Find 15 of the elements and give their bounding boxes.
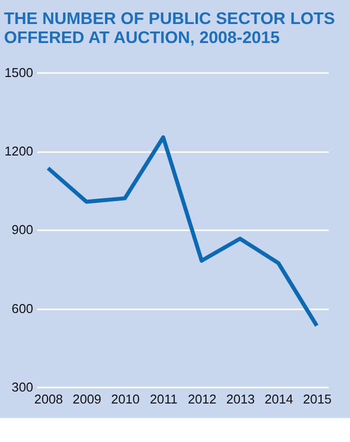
line-series — [46, 135, 319, 328]
x-tick-label: 2012 — [188, 391, 216, 406]
chart-title: THE NUMBER OF PUBLIC SECTOR LOTS OFFERED AT AUCTION, 2008-2015 — [4, 9, 336, 47]
y-tick-label: 1500 — [4, 65, 34, 80]
y-tick-label: 600 — [12, 300, 34, 316]
y-tick-label: 300 — [12, 379, 34, 394]
y-tick-label: 900 — [12, 222, 34, 238]
x-tick-label: 2011 — [150, 391, 178, 406]
x-tick-label: 2015 — [302, 391, 332, 406]
x-tick-label: 2010 — [111, 391, 140, 406]
x-tick-label: 2013 — [226, 391, 255, 406]
x-tick-label: 2014 — [264, 391, 294, 406]
x-tick-label: 2009 — [72, 391, 102, 406]
x-tick-label: 2008 — [34, 391, 63, 406]
y-tick-label: 1200 — [4, 144, 34, 159]
